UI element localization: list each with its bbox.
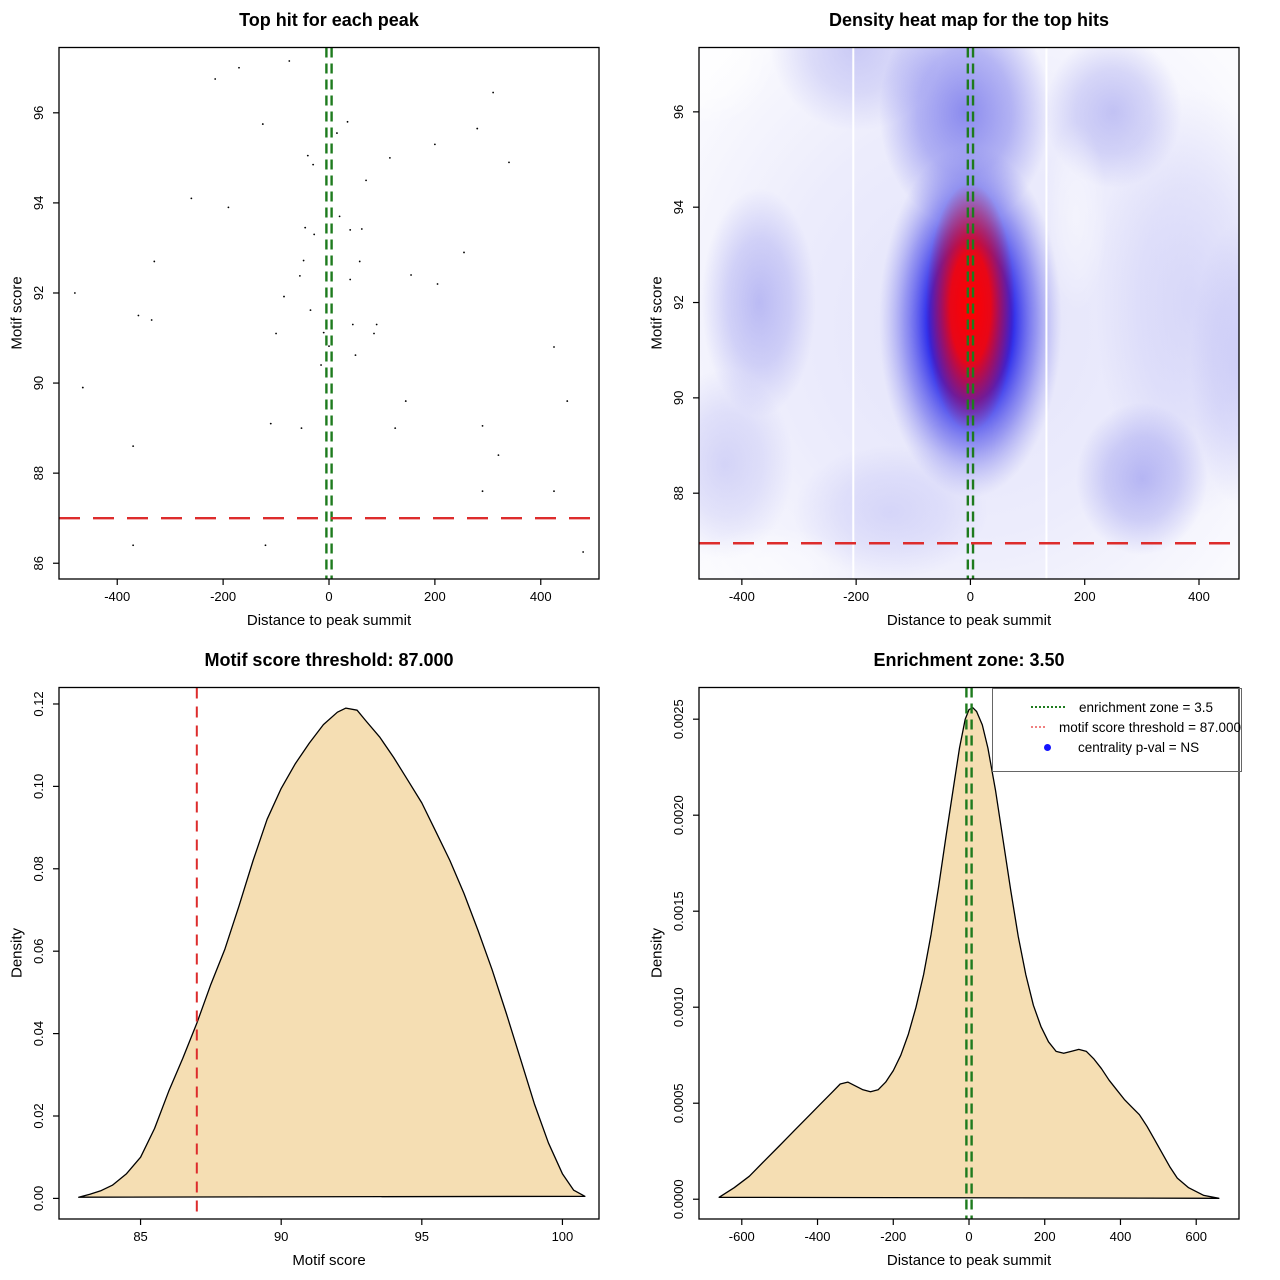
x-axis-label: Distance to peak summit — [246, 612, 412, 629]
x-axis-label: Distance to peak summit — [886, 612, 1052, 629]
heatmap-canvas: -400 -200 0 200 400 88 90 92 94 96 — [671, 46, 1240, 604]
svg-text:0.0000: 0.0000 — [671, 1179, 686, 1219]
svg-text:0.0025: 0.0025 — [671, 699, 686, 739]
svg-text:0.00: 0.00 — [31, 1186, 46, 1211]
y-axis-label: Density — [648, 927, 666, 979]
svg-text:-400: -400 — [104, 589, 130, 604]
green-dotted-line-swatch — [1031, 706, 1065, 708]
scatter-plot-canvas: -400 -200 0 200 400 86 88 90 92 94 96 — [31, 46, 600, 604]
svg-text:200: 200 — [1074, 589, 1096, 604]
legend-item-enrichment-zone: enrichment zone = 3.5 — [993, 697, 1241, 717]
axes: -400 -200 0 200 400 88 90 92 94 96 — [671, 46, 1240, 604]
axes: 85 90 95 100 0.00 0.02 0.04 0.06 0.08 0.10 0.12 — [31, 686, 600, 1244]
svg-text:0.04: 0.04 — [31, 1021, 46, 1046]
svg-text:95: 95 — [415, 1229, 429, 1244]
panel-motif-score-density: 85 90 95 100 0.00 0.02 0.04 0.06 0.08 0.10 0.12 Mo… — [0, 640, 640, 1280]
svg-text:94: 94 — [671, 200, 686, 214]
svg-text:400: 400 — [1110, 1229, 1132, 1244]
svg-text:88: 88 — [31, 466, 46, 480]
red-dotted-line-swatch — [1031, 726, 1046, 728]
svg-text:85: 85 — [133, 1229, 147, 1244]
x-axis-label: Distance to peak summit — [886, 1252, 1052, 1269]
svg-text:0.02: 0.02 — [31, 1103, 46, 1128]
svg-text:0.08: 0.08 — [31, 856, 46, 881]
svg-text:100: 100 — [552, 1229, 574, 1244]
svg-text:200: 200 — [1034, 1229, 1056, 1244]
svg-text:-200: -200 — [210, 589, 236, 604]
svg-text:-200: -200 — [880, 1229, 906, 1244]
scatter-points — [73, 60, 585, 553]
svg-text:96: 96 — [31, 106, 46, 120]
svg-text:0.06: 0.06 — [31, 939, 46, 964]
svg-text:0: 0 — [325, 589, 332, 604]
svg-text:0: 0 — [967, 589, 974, 604]
svg-text:0.12: 0.12 — [31, 691, 46, 716]
legend-item-motif-threshold: motif score threshold = 87.000 — [993, 717, 1241, 737]
svg-text:90: 90 — [274, 1229, 288, 1244]
legend-label: motif score threshold = 87.000 — [1059, 719, 1241, 735]
x-axis-label: Motif score — [292, 1252, 366, 1269]
svg-text:92: 92 — [31, 286, 46, 300]
svg-text:600: 600 — [1185, 1229, 1207, 1244]
axes: -600 -400 -200 0 200 400 600 0.0000 0.0005 0.0010… — [671, 686, 1240, 1244]
density-curve — [78, 707, 586, 1198]
svg-text:-400: -400 — [729, 589, 755, 604]
svg-text:96: 96 — [671, 105, 686, 119]
density-curve — [718, 707, 1220, 1199]
plot-title: Enrichment zone: 3.50 — [873, 650, 1065, 670]
plot-title: Motif score threshold: 87.000 — [204, 650, 454, 670]
svg-text:0.10: 0.10 — [31, 774, 46, 799]
y-axis-label: Density — [8, 927, 26, 979]
svg-text:86: 86 — [31, 556, 46, 570]
svg-text:0.0020: 0.0020 — [671, 795, 686, 835]
legend-label: centrality p-val = NS — [1078, 739, 1200, 755]
plot-legend: enrichment zone = 3.5 motif score thresh… — [992, 688, 1242, 772]
svg-text:0.0015: 0.0015 — [671, 891, 686, 931]
distance-density-canvas: -600 -400 -200 0 200 400 600 0.0000 0.0005 0.0010… — [671, 686, 1240, 1244]
svg-text:200: 200 — [424, 589, 446, 604]
y-axis-label: Motif score — [8, 276, 26, 350]
svg-text:92: 92 — [671, 295, 686, 309]
axes: -400 -200 0 200 400 86 88 90 92 94 96 — [31, 46, 600, 604]
panel-density-heatmap: -400 -200 0 200 400 88 90 92 94 96 Density heat m… — [640, 0, 1280, 640]
svg-text:90: 90 — [671, 391, 686, 405]
score-density-canvas: 85 90 95 100 0.00 0.02 0.04 0.06 0.08 0.10 0.12 — [31, 686, 600, 1244]
panel-top-hit-scatter: -400 -200 0 200 400 86 88 90 92 94 96 Top hit for … — [0, 0, 640, 640]
legend-label: enrichment zone = 3.5 — [1079, 699, 1213, 715]
svg-text:-200: -200 — [843, 589, 869, 604]
svg-text:94: 94 — [31, 196, 46, 210]
svg-text:88: 88 — [671, 486, 686, 500]
svg-text:400: 400 — [1188, 589, 1210, 604]
svg-text:90: 90 — [31, 376, 46, 390]
svg-text:0: 0 — [965, 1229, 972, 1244]
svg-text:-600: -600 — [729, 1229, 755, 1244]
svg-text:0.0005: 0.0005 — [671, 1083, 686, 1123]
legend-item-centrality-pval: centrality p-val = NS — [993, 737, 1241, 757]
svg-text:400: 400 — [530, 589, 552, 604]
blue-point-swatch — [1044, 743, 1051, 751]
panel-distance-density: -600 -400 -200 0 200 400 600 0.0000 0.0005 0.0010… — [640, 640, 1280, 1280]
plot-title: Top hit for each peak — [239, 10, 419, 30]
y-axis-label: Motif score — [648, 276, 666, 350]
plot-title: Density heat map for the top hits — [828, 10, 1110, 30]
svg-text:0.0010: 0.0010 — [671, 987, 686, 1027]
svg-text:-400: -400 — [805, 1229, 831, 1244]
